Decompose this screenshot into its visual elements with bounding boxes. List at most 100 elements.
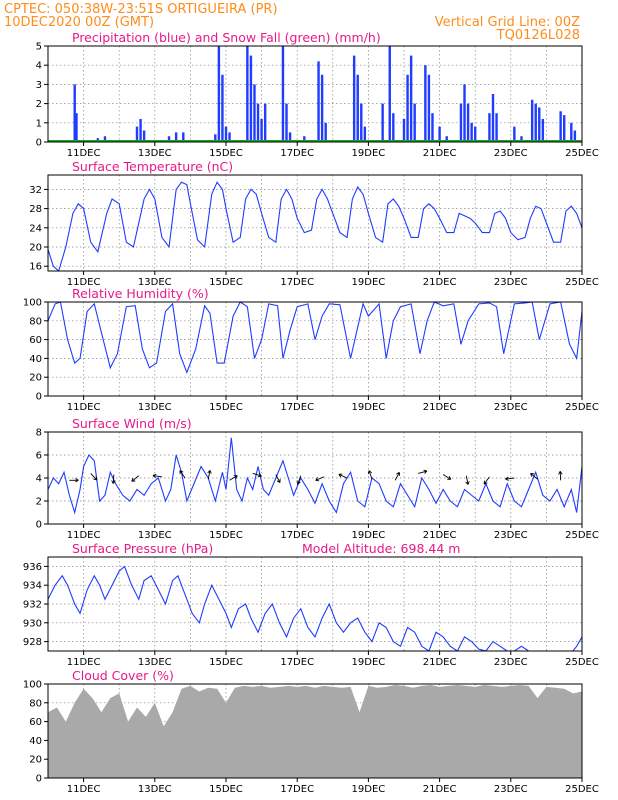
precip-bar — [427, 74, 431, 142]
panel-title: Surface Wind (m/s) — [72, 416, 192, 431]
ytick-label: 4 — [36, 61, 42, 72]
ytick-label: 24 — [29, 223, 42, 234]
header-run-date: 10DEC2020 00Z (GMT) — [4, 15, 154, 30]
precip-bar — [438, 126, 441, 142]
xtick-label: 25DEC — [565, 402, 599, 413]
xtick-label: 15DEC — [209, 148, 243, 159]
wind-arrow-icon — [275, 474, 281, 483]
xtick-label: 17DEC — [280, 784, 314, 795]
xtick-label: 13DEC — [138, 530, 172, 541]
wind-arrow-head — [296, 480, 301, 485]
series-line-3 — [48, 437, 582, 515]
wind-arrow-head — [93, 476, 98, 481]
precip-bar — [103, 136, 107, 142]
ytick-label: 0 — [36, 774, 42, 785]
series-line-4 — [48, 565, 582, 651]
precip-bar — [445, 136, 448, 142]
xtick-label: 13DEC — [138, 402, 172, 413]
wind-arrow-head — [530, 472, 535, 477]
ytick-label: 934 — [23, 581, 42, 592]
precip-bar — [217, 46, 221, 142]
precip-bar — [491, 94, 495, 142]
wind-arrow-head — [152, 473, 157, 479]
xtick-label: 19DEC — [352, 277, 386, 288]
xtick-label: 19DEC — [352, 402, 386, 413]
xtick-label: 21DEC — [423, 277, 457, 288]
ytick-label: 20 — [29, 373, 42, 384]
xtick-label: 21DEC — [423, 784, 457, 795]
precip-bar — [73, 84, 76, 142]
xtick-label: 15DEC — [209, 402, 243, 413]
wind-arrow-icon — [483, 476, 490, 485]
precip-bar — [224, 126, 228, 142]
xtick-label: 17DEC — [280, 148, 314, 159]
precip-bar — [263, 103, 267, 142]
wind-arrow-head — [276, 479, 281, 483]
precip-bar — [520, 136, 523, 142]
precip-bar — [474, 126, 477, 142]
xtick-label: 19DEC — [352, 657, 386, 668]
xtick-label: 13DEC — [138, 277, 172, 288]
ytick-label: 932 — [23, 600, 42, 611]
precip-bar — [260, 118, 263, 142]
wind-arrow-icon — [90, 473, 98, 481]
wind-arrow-icon — [465, 475, 469, 485]
ytick-label: 28 — [29, 204, 42, 215]
panel-frame — [47, 683, 583, 779]
ytick-label: 5 — [36, 42, 42, 53]
wind-arrow-icon — [394, 472, 400, 481]
precip-bar — [249, 55, 253, 142]
precip-bar — [413, 103, 416, 142]
panel-title: Precipitation (blue) and Snow Fall (gree… — [72, 30, 381, 45]
precip-bar — [495, 113, 498, 142]
ytick-label: 32 — [29, 185, 42, 196]
xtick-label: 23DEC — [494, 148, 528, 159]
panel-title: Cloud Cover (%) — [72, 668, 174, 683]
xtick-label: 25DEC — [565, 784, 599, 795]
precip-bar — [317, 61, 320, 142]
ytick-label: 0 — [36, 392, 42, 403]
series-line-2 — [48, 302, 582, 375]
precip-bar — [381, 103, 384, 142]
cloud-cover-area — [48, 684, 582, 778]
wind-arrow-icon — [131, 475, 140, 482]
series-line-1 — [48, 181, 582, 271]
plot-area-4 — [48, 565, 582, 651]
precip-bar — [541, 118, 545, 142]
precip-bar — [221, 74, 224, 142]
precip-bar — [75, 113, 78, 142]
panel-4: 928 930 932 934 936 11DEC 13DEC 15DEC 17DEC 19DEC… — [23, 541, 599, 668]
plot-area-5 — [48, 684, 582, 778]
xtick-label: 13DEC — [138, 784, 172, 795]
xtick-label: 25DEC — [565, 530, 599, 541]
header-grid-note: Vertical Grid Line: 00Z — [435, 15, 580, 30]
ytick-label: 100 — [23, 680, 42, 691]
xtick-label: 11DEC — [67, 657, 101, 668]
ytick-label: 4 — [36, 474, 42, 485]
ytick-label: 40 — [29, 354, 42, 365]
precip-bar — [363, 126, 367, 142]
precip-bar — [228, 132, 231, 142]
xtick-label: 19DEC — [352, 784, 386, 795]
wind-arrow-icon — [252, 472, 262, 477]
precip-bar — [352, 55, 356, 142]
xtick-label: 13DEC — [138, 657, 172, 668]
xtick-label: 17DEC — [280, 277, 314, 288]
wind-arrow-icon — [315, 476, 325, 481]
xtick-label: 23DEC — [494, 402, 528, 413]
wind-arrow-head — [179, 470, 184, 475]
precip-bar — [431, 113, 434, 142]
precip-bar — [424, 65, 427, 142]
ytick-label: 80 — [29, 316, 42, 327]
precip-bar — [570, 122, 573, 142]
precip-bar — [303, 136, 306, 142]
wind-arrow-head — [207, 470, 212, 474]
ytick-label: 100 — [23, 298, 42, 309]
ytick-label: 6 — [36, 451, 42, 462]
xtick-label: 15DEC — [209, 784, 243, 795]
precip-bar — [281, 46, 285, 142]
wind-arrow-head — [447, 475, 452, 480]
ytick-label: 3 — [36, 80, 42, 91]
xtick-label: 25DEC — [565, 277, 599, 288]
